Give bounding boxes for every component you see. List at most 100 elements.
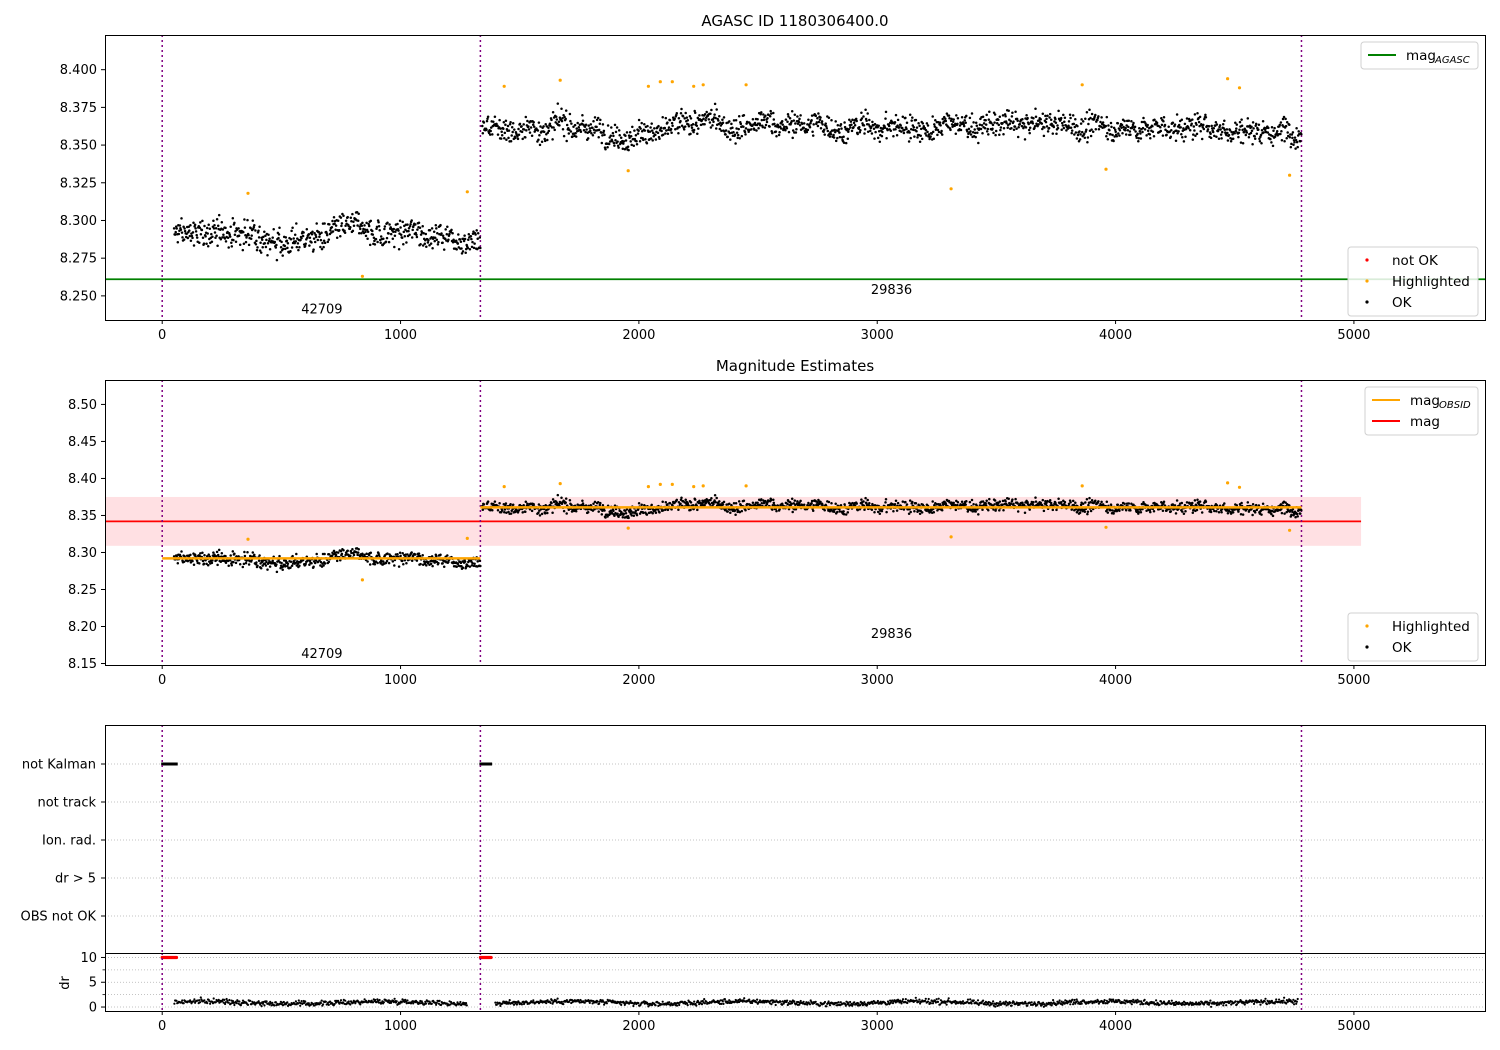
middle-ok-point [778,507,781,511]
top-ok-point [1160,123,1164,127]
middle-ok-point [1055,508,1058,512]
dr-ok-point [225,997,228,1001]
top-ok-point [821,123,824,126]
top-ok-point [616,144,620,147]
top-ok-point [1111,133,1114,137]
middle-ok-point [984,504,988,507]
dr-ok-point [300,1000,303,1003]
top-ok-point [1221,123,1225,126]
top-ok-point [589,129,592,133]
top-legend-label: not OK [1392,253,1439,269]
middle-ok-point [1089,500,1092,504]
top-ok-point [805,130,809,134]
middle-ok-point [799,499,802,503]
dr-ok-point [378,998,381,1002]
middle-ok-point [870,508,874,512]
top-ok-point [680,107,683,111]
top-ok-point [583,125,587,129]
middle-ok-point [894,499,898,503]
middle-ok-point [1241,513,1245,516]
middle-ok-point [734,501,738,505]
middle-ok-point [800,503,804,507]
top-ok-point [349,216,353,220]
top-ok-point [486,117,489,121]
top-ok-point [997,118,1000,122]
top-ok-point [687,125,691,128]
middle-ok-point [913,510,916,513]
top-ok-point [1253,134,1256,138]
middle-ok-point [911,500,914,504]
middle-highlighted-point [1237,485,1242,489]
middle-ok-point [1083,510,1087,514]
top-ok-point [1121,131,1124,135]
middle-ok-point [511,503,515,506]
top-ok-point [908,113,912,116]
top-ok-point [601,134,604,137]
middle-ok-point [625,507,629,511]
top-ok-point [956,117,960,120]
top-ok-point [1278,123,1282,127]
middle-ok-point [1261,502,1265,505]
top-ok-point [312,248,315,251]
top-ok-point [1113,128,1117,131]
top-ok-point [431,246,434,250]
top-ok-point [328,223,331,226]
top-ok-point [1213,134,1216,138]
top-ok-point [838,131,841,134]
top-ok-point [726,135,729,139]
top-ok-point [188,229,191,232]
top-ok-point [214,236,217,239]
top-ok-point [379,235,383,238]
top-ok-point [595,125,598,129]
top-ok-point [1056,124,1059,127]
top-ok-point [506,124,510,128]
top-ok-point [1078,130,1081,133]
dr-ok-point [549,1001,552,1005]
top-ok-point [355,210,359,214]
top-ok-point [709,126,713,129]
top-ok-point [482,121,486,124]
middle-ok-point [1271,514,1275,518]
middle-ok-point [634,509,638,512]
top-ok-point [467,238,470,242]
top-ok-point [1046,130,1050,133]
top-ok-point [1016,135,1020,139]
top-data-points [172,77,1303,278]
middle-ok-point [992,508,995,511]
top-ok-point [936,133,939,137]
top-ok-point [850,123,853,126]
middle-highlighted-point [1288,528,1292,532]
top-ok-point [1255,132,1259,136]
top-y-tick-label: 8.400 [60,63,97,78]
top-ok-point [201,219,204,223]
middle-ok-point [1111,509,1114,512]
top-ok-point [485,128,488,132]
top-ok-point [591,133,595,137]
top-ok-point [538,133,541,137]
top-ok-point [377,225,381,228]
middle-ok-point [1049,501,1053,505]
top-ok-point [1101,121,1105,124]
top-ok-point [658,137,661,141]
top-ok-point [917,122,920,125]
top-ok-point [1085,110,1089,114]
top-ok-point [809,122,812,125]
top-ok-point [1293,141,1296,144]
middle-ok-point [679,502,682,505]
top-ok-point [1112,139,1115,143]
middle-ok-point [1280,511,1284,515]
dr-ok-point [550,999,554,1002]
middle-ok-point [624,511,628,515]
top-ok-point [774,130,778,133]
middle-ok-point [220,552,224,555]
top-ok-point [634,134,638,137]
dr-ok-point [546,999,549,1002]
top-ok-point [1056,126,1060,130]
middle-ok-point [796,500,799,503]
top-ok-point [816,116,819,120]
top-ok-point [205,226,209,230]
top-ok-point [366,237,369,241]
middle-ok-point [323,552,326,556]
middle-ok-point [310,561,313,565]
